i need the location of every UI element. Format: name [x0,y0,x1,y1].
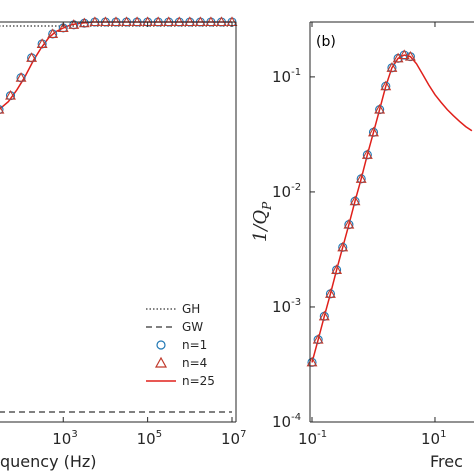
panel-b-y-axis-title-main: 1/Q [250,210,271,243]
panel-b-y-axis-title-sub: P [260,201,274,211]
panel-b-series-n4-point [349,195,361,206]
legend-gw-label: GW [182,320,203,334]
panel-a-x-axis-title: quency (Hz) [0,452,97,471]
panel-b-marks-layer [306,49,416,367]
legend-n4-label: n=4 [182,356,207,370]
panel-b-series-n4-point [368,126,379,137]
panel-a: 103 105 107 quency (Hz) GH GW n=1 n=4 n=25 [0,16,246,471]
panel-b-y-tick-label: 10-3 [272,297,301,316]
panel-b-series-n4-point [337,241,349,252]
panel-b-series-n4-point [312,334,324,344]
series-n4-point [36,38,48,48]
legend-n4-swatch [154,356,168,368]
series-n4-point [68,19,80,29]
panel-b-x-tick-label: 101 [421,429,446,448]
panel-b-series-n4-point [325,288,336,298]
series-n4-point [47,28,59,38]
panel-b-x-axis-title: Frec [430,452,463,471]
panel-b-y-tick-label: 10-1 [272,67,301,86]
panel-a-x-ticks: 103 105 107 [52,22,246,448]
series-n1-point [0,105,4,114]
panel-b-series-n4-point [374,103,386,114]
series-n4-point [5,90,16,100]
panel-b-label: (b) [316,34,336,50]
panel-b-series-n4-point [398,49,410,60]
panel-a-legend: GH GW n=1 n=4 n=25 [142,300,232,388]
panel-b-series-layer [311,54,473,363]
legend-n25-label: n=25 [182,374,215,388]
panel-b-y-tick-label: 10-2 [272,182,301,201]
legend-gh-label: GH [182,302,200,316]
panel-b-y-axis-title: 1/QP [250,201,274,242]
panel-b-series-n4-point [343,218,355,229]
panel-a-marks-layer [0,16,238,114]
panel-b-x-tick-label: 10-1 [298,429,327,448]
panel-b: 10-1 101 10-4 10-3 10-2 10-1 (b) Frec 1/QP [250,21,474,471]
panel-b-series-n4-point [361,149,373,159]
panel-b-series-n4-point [355,173,367,183]
panel-b-y-tick-label: 10-4 [272,412,301,431]
panel-b-ticks: 10-1 101 10-4 10-3 10-2 10-1 [272,22,446,448]
panel-a-x-tick-label: 105 [137,429,162,448]
panel-b-series-n4-point [404,51,416,61]
panel-b-series-n4-point [380,80,392,91]
panel-b-series-n4-point [331,264,343,274]
svg-text:1/QP: 1/QP [250,201,274,242]
panel-a-x-tick-label: 103 [52,429,77,448]
legend-n1-swatch [156,340,166,350]
series-n4-point [78,17,90,28]
panel-b-series-n4-point [386,62,398,72]
series-n4-point [0,105,5,114]
series-n4-point [15,72,27,82]
series-n4-point [26,52,38,62]
panel-b-series-n25-line [311,54,473,363]
legend-n1-label: n=1 [182,338,207,352]
panel-a-x-tick-label: 107 [221,429,246,448]
series-n4-point [57,22,69,33]
panel-b-series-n4-point [318,310,330,321]
series-n25-line [0,21,232,110]
